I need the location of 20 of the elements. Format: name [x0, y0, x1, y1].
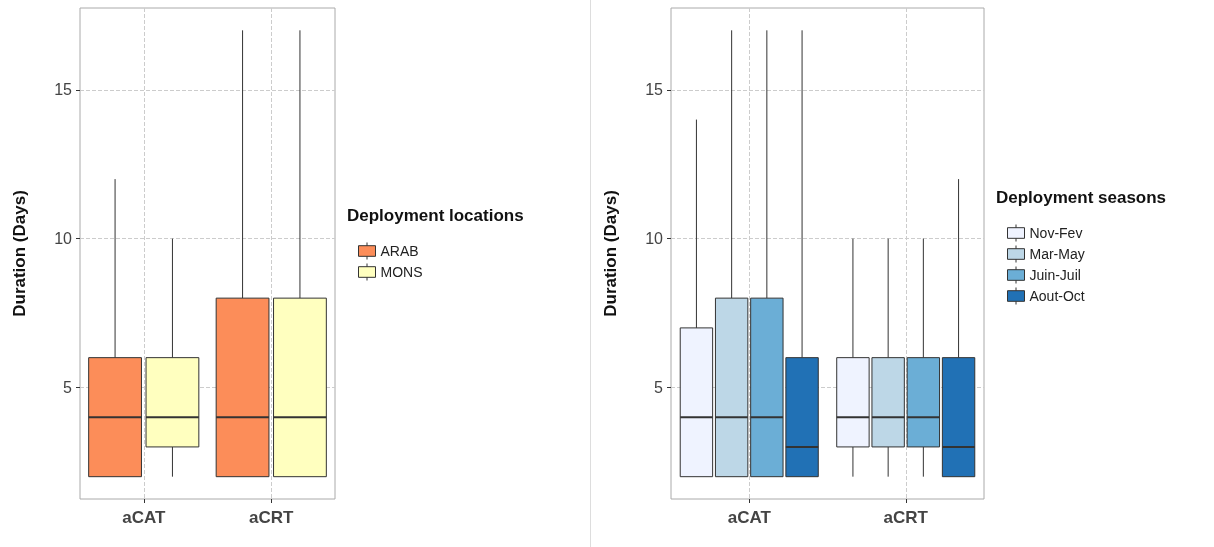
y-tick-label: 15 [645, 81, 664, 99]
legend-title: Deployment seasons [996, 188, 1167, 207]
y-axis-title: Duration (Days) [601, 190, 620, 317]
y-tick-label: 5 [63, 378, 73, 396]
x-tick-label: aCAT [727, 508, 772, 527]
legend-label: Juin-Juil [1029, 267, 1081, 283]
y-tick-label: 10 [54, 230, 73, 248]
legend-label: ARAB [380, 243, 419, 259]
x-tick-label: aCRT [883, 508, 929, 527]
y-tick-label: 5 [654, 378, 664, 396]
legend-label: MONS [380, 264, 423, 280]
x-tick-label: aCAT [122, 508, 166, 527]
y-tick-label: 15 [54, 81, 73, 99]
legend-label: Nov-Fev [1029, 225, 1083, 241]
y-axis-title: Duration (Days) [10, 190, 29, 317]
x-tick-label: aCRT [249, 508, 295, 527]
legend-title: Deployment locations [347, 206, 524, 225]
legend-label: Aout-Oct [1029, 288, 1085, 304]
y-tick-label: 10 [645, 230, 664, 248]
legend-label: Mar-May [1029, 246, 1085, 262]
